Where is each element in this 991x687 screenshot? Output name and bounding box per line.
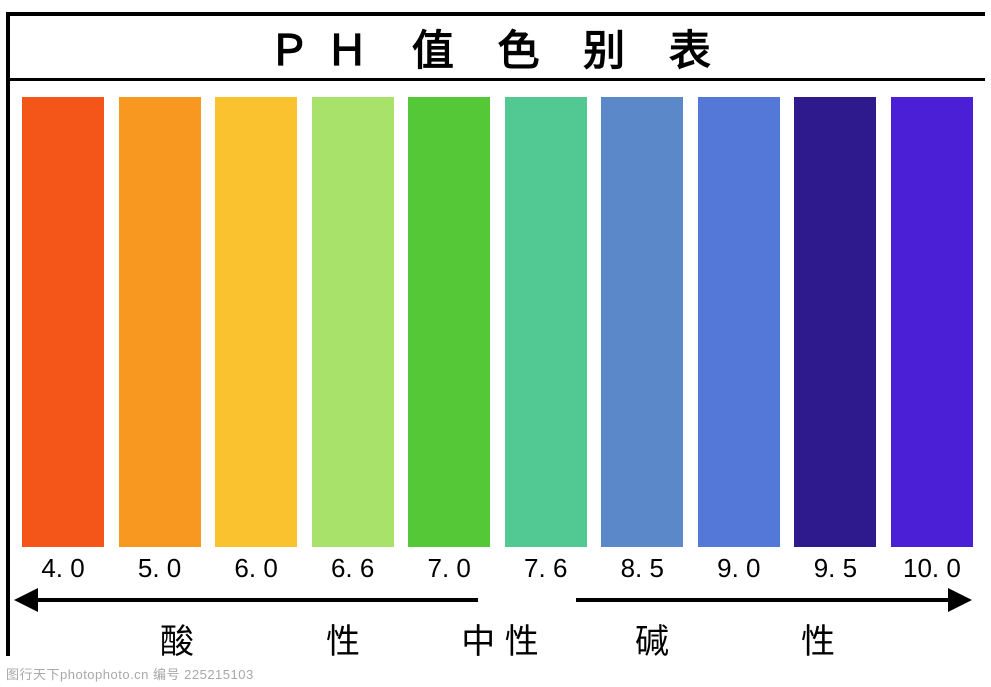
- ph-bar-label-7: 9. 0: [717, 553, 760, 584]
- chart-title: ＰＨ 值 色 别 表: [268, 17, 727, 78]
- chart-border: ＰＨ 值 色 别 表 4. 0 5. 0 6. 0 6. 6 7. 0 7. 6 8. 5 9…: [6, 12, 985, 656]
- legend-basic-char1: 碱: [635, 614, 669, 663]
- legend-basic-char2: 性: [801, 614, 835, 663]
- ph-bar-8: [794, 97, 876, 547]
- bar-col-9: 10. 0: [887, 97, 977, 584]
- ph-bar-4: [408, 97, 490, 547]
- arrow-right-head-icon: [948, 588, 972, 612]
- ph-bar-label-3: 6. 6: [331, 553, 374, 584]
- ph-bar-label-1: 5. 0: [138, 553, 181, 584]
- bars-row: 4. 0 5. 0 6. 0 6. 6 7. 0 7. 6 8. 5 9. 0 9. 5 10. …: [10, 81, 985, 584]
- ph-bar-0: [22, 97, 104, 547]
- legend-acidic-char1: 酸: [160, 614, 194, 663]
- ph-bar-6: [601, 97, 683, 547]
- bar-col-8: 9. 5: [790, 97, 880, 584]
- ph-bar-label-8: 9. 5: [814, 553, 857, 584]
- arrow-left-head-icon: [14, 588, 38, 612]
- legend-basic: 碱 性: [635, 614, 835, 663]
- ph-bar-label-6: 8. 5: [621, 553, 664, 584]
- legend-row: 酸 性 中 性 碱 性: [10, 584, 985, 656]
- ph-bar-5: [505, 97, 587, 547]
- ph-bar-label-9: 10. 0: [903, 553, 961, 584]
- ph-bar-3: [312, 97, 394, 547]
- bar-col-6: 8. 5: [597, 97, 687, 584]
- arrow-right-line: [576, 598, 950, 602]
- bar-col-3: 6. 6: [308, 97, 398, 584]
- ph-bar-9: [891, 97, 973, 547]
- ph-bar-label-2: 6. 0: [234, 553, 277, 584]
- ph-bar-2: [215, 97, 297, 547]
- ph-bar-1: [119, 97, 201, 547]
- legend-neutral: 中 性: [455, 614, 545, 663]
- bar-col-0: 4. 0: [18, 97, 108, 584]
- bar-col-2: 6. 0: [211, 97, 301, 584]
- bar-col-1: 5. 0: [115, 97, 205, 584]
- ph-bar-7: [698, 97, 780, 547]
- bar-col-4: 7. 0: [404, 97, 494, 584]
- ph-bar-label-0: 4. 0: [41, 553, 84, 584]
- ph-bar-label-5: 7. 6: [524, 553, 567, 584]
- bar-col-7: 9. 0: [694, 97, 784, 584]
- legend-acidic: 酸 性: [160, 614, 360, 663]
- watermark-text: 图行天下photophoto.cn 编号 225215103: [6, 664, 254, 683]
- legend-neutral-text: 中 性: [461, 614, 538, 663]
- arrow-left-line: [36, 598, 478, 602]
- bar-col-5: 7. 6: [501, 97, 591, 584]
- ph-chart-frame: ＰＨ 值 色 别 表 4. 0 5. 0 6. 0 6. 6 7. 0 7. 6 8. 5 9…: [0, 0, 991, 687]
- legend-acidic-char2: 性: [326, 614, 360, 663]
- title-bar: ＰＨ 值 色 别 表: [10, 16, 985, 81]
- ph-bar-label-4: 7. 0: [428, 553, 471, 584]
